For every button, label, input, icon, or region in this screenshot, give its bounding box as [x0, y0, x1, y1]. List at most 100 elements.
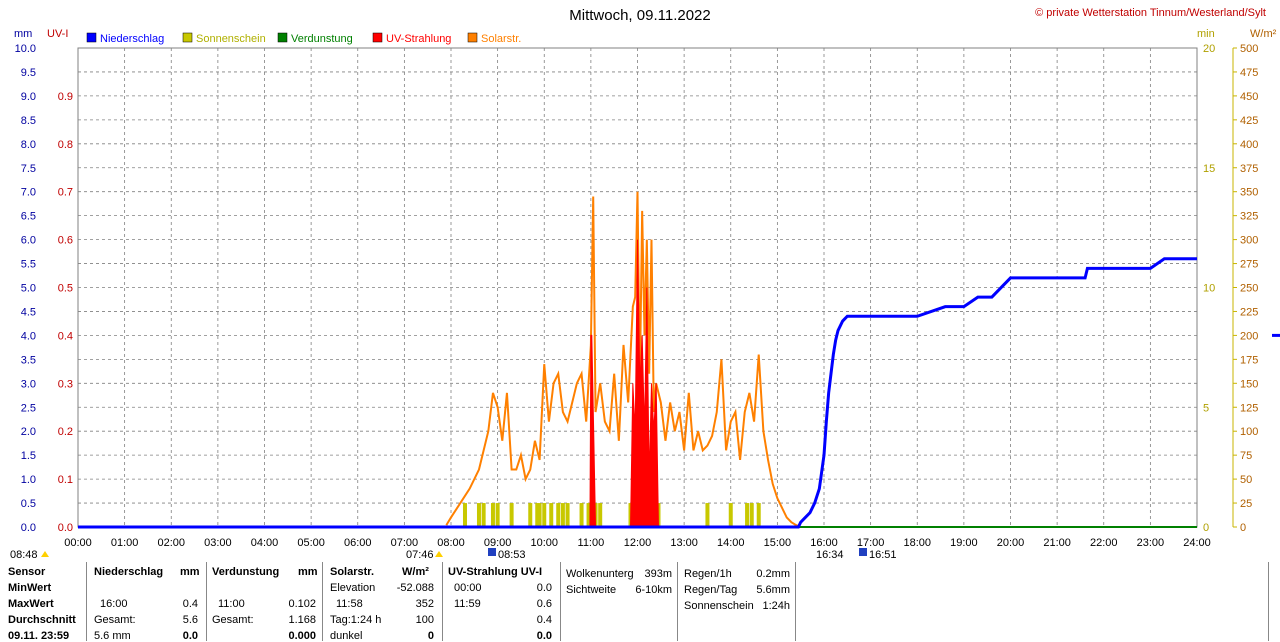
sunshine-bar [586, 503, 591, 527]
stat-label: MinWert [8, 582, 52, 594]
rain-day-label: Regen/Tag [684, 584, 738, 596]
tick-label-x: 13:00 [670, 537, 698, 549]
tick-label-x: 08:00 [437, 537, 465, 549]
sunshine-bar [481, 503, 486, 527]
axis-label-min: min [1197, 28, 1215, 40]
solar-dark: 0 [427, 630, 434, 642]
tick-label-wm2: 250 [1240, 283, 1258, 295]
tick-label-min: 15 [1203, 163, 1215, 175]
stats-cloud: Wolkenunterg 393m Sichtweite 6-10km [566, 562, 676, 641]
tick-label-mm: 4.5 [21, 306, 36, 318]
sun-marker-icon [859, 548, 867, 556]
tick-label-wm2: 200 [1240, 330, 1258, 342]
axis-label-uv: UV-I [47, 28, 68, 40]
tick-label-mm: 5.5 [21, 259, 36, 271]
tick-label-mm: 7.5 [21, 163, 36, 175]
sunshine-bar [495, 503, 500, 527]
uv-area [589, 239, 659, 528]
tick-label-x: 18:00 [903, 537, 931, 549]
legend-label: Solarstr. [481, 33, 521, 45]
tick-label-wm2: 500 [1240, 43, 1258, 55]
stats-uv: UV-Strahlung UV-I 00:00 0.0 11:59 0.6 0.… [448, 562, 556, 642]
cloud-base: 393m [644, 568, 672, 580]
tick-label-mm: 0.0 [21, 522, 36, 534]
uv-avg: 0.4 [536, 614, 552, 626]
chart-title: Mittwoch, 09.11.2022 [569, 7, 710, 24]
stats-rain: Niederschlag mm 16:00 0.4 Gesamt: 5.6 5.… [94, 562, 202, 642]
sunshine-bar [476, 503, 481, 527]
sunshine-bar [528, 503, 533, 527]
tick-label-uv: 0.5 [58, 283, 73, 295]
rain-h: 0.2mm [756, 568, 790, 580]
tick-label-wm2: 350 [1240, 187, 1258, 199]
uv-max: 0.6 [536, 598, 552, 610]
legend-label: UV-Strahlung [386, 33, 451, 45]
evap-max-time: 11:00 [218, 598, 245, 610]
tick-label-wm2: 50 [1240, 474, 1252, 486]
sunset-time-left: 16:34 [816, 549, 844, 560]
solar-elev-label: Elevation [330, 582, 376, 594]
sun-label: Sonnenschein [684, 600, 754, 612]
sun-marker-icon [488, 548, 496, 556]
tick-label-x: 20:00 [997, 537, 1025, 549]
sunshine-bar [745, 503, 750, 527]
evap-total: 1.168 [288, 614, 316, 626]
tick-label-x: 12:00 [624, 537, 652, 549]
tick-label-mm: 10.0 [15, 43, 36, 55]
tick-label-uv: 0.6 [58, 235, 73, 247]
tick-label-x: 07:00 [391, 537, 419, 549]
tick-label-mm: 2.5 [21, 402, 36, 414]
separator [86, 562, 87, 641]
separator [677, 562, 678, 641]
sunshine-bar [728, 503, 733, 527]
tick-label-x: 03:00 [204, 537, 232, 549]
tick-label-x: 24:00 [1183, 537, 1211, 549]
tick-label-mm: 5.0 [21, 283, 36, 295]
legend-swatch [277, 32, 288, 43]
tick-label-x: 22:00 [1090, 537, 1118, 549]
uv-header: UV-Strahlung UV-I [448, 566, 543, 578]
stat-label: MaxWert [8, 598, 54, 610]
tick-labels: 0.0 0.5 1.0 1.5 2.0 2.5 3.0 3.5 4.0 4.5 5.0 5.5 6.0 6… [15, 43, 1259, 549]
axis-labels: mm UV-I min W/m² [14, 28, 1277, 40]
tick-label-wm2: 325 [1240, 211, 1258, 223]
precipitation-line [78, 257, 1197, 529]
sunshine-bar [509, 503, 514, 527]
legend: Niederschlag Sonnenschein Verdunstung UV-St… [86, 32, 521, 45]
tick-label-mm: 1.0 [21, 474, 36, 486]
tick-label-min: 5 [1203, 402, 1209, 414]
solar-max-time: 11:58 [336, 598, 363, 610]
tick-label-mm: 2.0 [21, 426, 36, 438]
tick-label-mm: 6.5 [21, 211, 36, 223]
rain-max: 0.4 [182, 598, 198, 610]
evap-header: Verdunstung [212, 566, 280, 578]
sunshine-bar [535, 503, 540, 527]
tick-label-x: 16:00 [810, 537, 838, 549]
tick-label-mm: 9.0 [21, 91, 36, 103]
tick-label-x: 23:00 [1137, 537, 1165, 549]
tick-label-x: 15:00 [764, 537, 792, 549]
tick-label-wm2: 275 [1240, 259, 1258, 271]
rain-total: 5.6 [182, 614, 198, 626]
evap-total-label: Gesamt: [212, 614, 254, 626]
tick-label-wm2: 75 [1240, 450, 1252, 462]
tick-label-wm2: 425 [1240, 115, 1258, 127]
tick-label-min: 0 [1203, 522, 1209, 534]
sunshine-bar [490, 503, 495, 527]
separator [560, 562, 561, 641]
sunshine-bar [556, 503, 561, 527]
tick-label-wm2: 125 [1240, 402, 1258, 414]
legend-swatch [86, 32, 97, 43]
legend-label: Sonnenschein [196, 33, 266, 45]
uv-max-time: 11:59 [454, 598, 481, 610]
sunrise-time-left: 08:48 [10, 549, 38, 560]
axis-label-mm: mm [14, 28, 32, 40]
rain-unit: mm [180, 566, 200, 578]
tick-label-mm: 3.5 [21, 354, 36, 366]
tick-label-mm: 1.5 [21, 450, 36, 462]
evap-max: 0.102 [288, 598, 316, 610]
stat-label: Durchschnitt [8, 614, 76, 626]
stat-label: 09.11. 23:59 [8, 630, 70, 642]
separator [322, 562, 323, 641]
legend-label: Niederschlag [100, 33, 164, 45]
